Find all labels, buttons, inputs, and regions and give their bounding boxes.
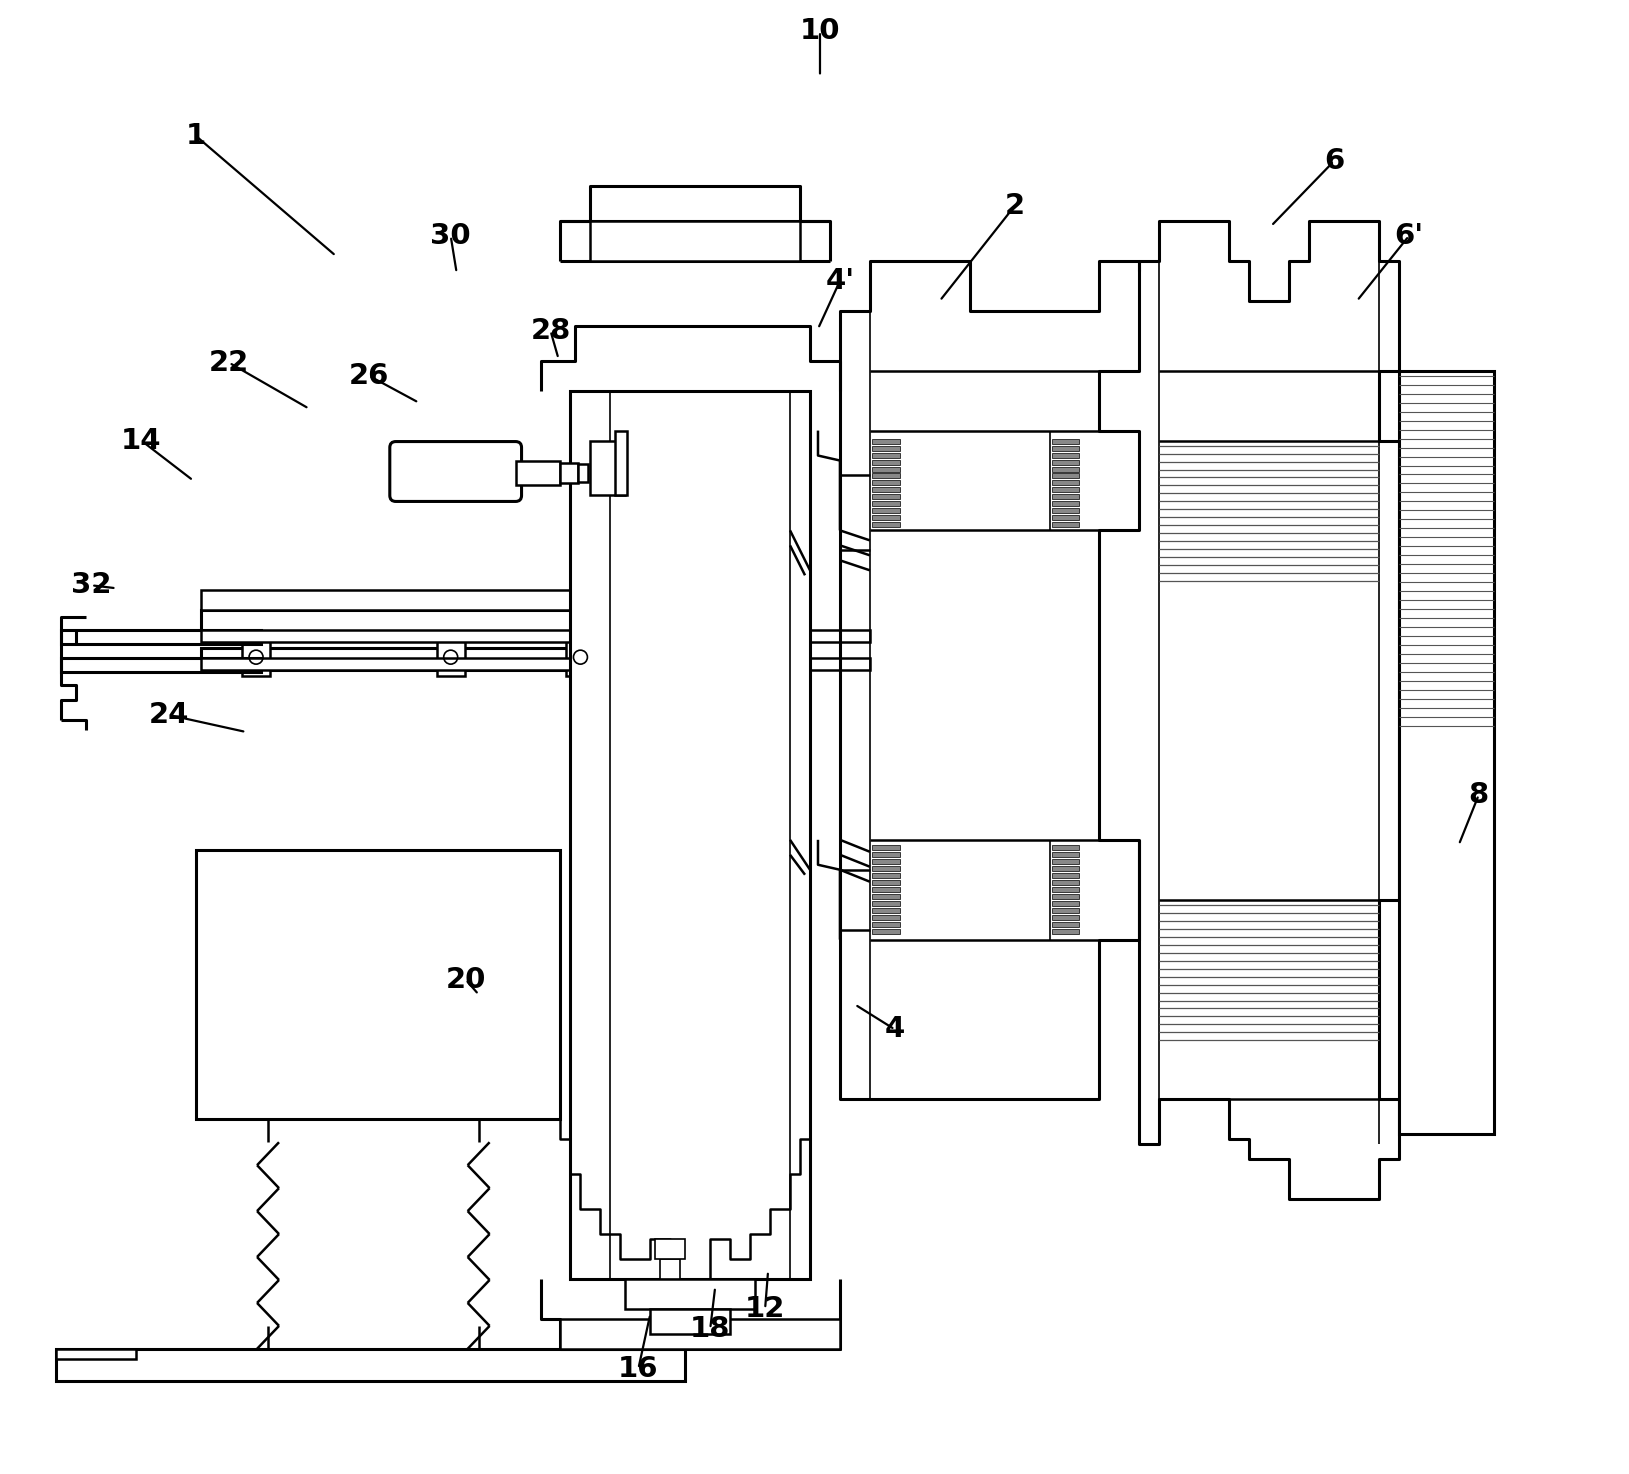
Bar xyxy=(1052,852,1080,856)
Bar xyxy=(872,466,899,472)
Bar xyxy=(57,1349,137,1359)
Bar xyxy=(872,494,899,500)
Bar xyxy=(1052,887,1080,892)
Bar xyxy=(1052,873,1080,877)
Bar xyxy=(1052,494,1080,500)
Bar xyxy=(195,850,560,1119)
Bar xyxy=(872,501,899,507)
Bar xyxy=(1052,460,1080,464)
FancyBboxPatch shape xyxy=(389,442,521,501)
Bar xyxy=(560,463,578,483)
Bar xyxy=(655,1240,686,1259)
Bar xyxy=(1052,439,1080,444)
Bar xyxy=(243,638,270,677)
Bar xyxy=(872,522,899,528)
Text: 6: 6 xyxy=(1324,147,1344,175)
Bar xyxy=(1052,929,1080,933)
Text: 10: 10 xyxy=(800,18,841,46)
Bar xyxy=(872,929,899,933)
Text: 24: 24 xyxy=(148,702,189,730)
Bar xyxy=(200,610,660,632)
Bar xyxy=(872,488,899,492)
Bar xyxy=(872,915,899,920)
Bar xyxy=(872,873,899,877)
Bar xyxy=(1052,845,1080,850)
Bar xyxy=(62,631,261,644)
Text: 4': 4' xyxy=(826,267,855,295)
Bar xyxy=(1052,488,1080,492)
Bar xyxy=(872,509,899,513)
Bar xyxy=(1052,509,1080,513)
Text: 18: 18 xyxy=(691,1315,730,1343)
Bar xyxy=(872,481,899,485)
Bar xyxy=(626,1279,756,1309)
Bar xyxy=(1052,445,1080,451)
Bar xyxy=(1052,921,1080,927)
Bar xyxy=(872,887,899,892)
Text: 1: 1 xyxy=(186,122,207,150)
Bar xyxy=(1052,516,1080,520)
Bar xyxy=(1052,915,1080,920)
Bar xyxy=(200,649,660,671)
Bar xyxy=(872,921,899,927)
Bar xyxy=(200,659,870,671)
Bar xyxy=(590,441,626,495)
Bar xyxy=(1052,466,1080,472)
Bar xyxy=(567,638,595,677)
Bar xyxy=(872,901,899,905)
Text: 2: 2 xyxy=(1005,192,1025,220)
Bar xyxy=(872,859,899,864)
Bar xyxy=(616,430,627,495)
Bar xyxy=(872,460,899,464)
Bar xyxy=(1052,522,1080,528)
Bar xyxy=(872,473,899,479)
Bar xyxy=(872,880,899,884)
Bar xyxy=(650,1309,730,1334)
Bar xyxy=(1052,473,1080,479)
Text: 4: 4 xyxy=(885,1016,906,1044)
Bar xyxy=(560,1319,841,1349)
Text: 20: 20 xyxy=(445,965,485,993)
Bar xyxy=(872,445,899,451)
Text: 22: 22 xyxy=(209,349,249,377)
Bar xyxy=(1052,453,1080,457)
Bar xyxy=(1399,370,1494,1135)
Bar xyxy=(872,439,899,444)
Text: 16: 16 xyxy=(617,1355,658,1383)
Bar xyxy=(872,893,899,899)
Bar xyxy=(590,221,800,261)
Text: 30: 30 xyxy=(430,223,471,251)
Bar xyxy=(872,852,899,856)
Text: 14: 14 xyxy=(121,426,161,454)
Bar xyxy=(1052,859,1080,864)
Text: 32: 32 xyxy=(72,572,112,600)
Bar xyxy=(660,1259,681,1279)
Bar xyxy=(872,908,899,912)
Bar xyxy=(570,391,810,1279)
Bar xyxy=(200,590,660,610)
Bar xyxy=(57,1349,686,1381)
Bar xyxy=(1052,501,1080,507)
Text: 12: 12 xyxy=(744,1296,785,1324)
Text: 6': 6' xyxy=(1394,223,1424,251)
Bar xyxy=(578,463,588,482)
Bar xyxy=(872,865,899,871)
Bar xyxy=(200,631,870,643)
Bar xyxy=(1052,865,1080,871)
Bar xyxy=(872,453,899,457)
Bar xyxy=(1052,893,1080,899)
Bar xyxy=(62,659,261,672)
Text: 26: 26 xyxy=(349,361,389,389)
Bar xyxy=(1052,481,1080,485)
Bar xyxy=(437,638,464,677)
Bar xyxy=(1052,901,1080,905)
Bar xyxy=(1052,880,1080,884)
Text: 8: 8 xyxy=(1469,781,1489,809)
Bar xyxy=(872,845,899,850)
Text: 28: 28 xyxy=(531,317,570,345)
Bar xyxy=(872,516,899,520)
Bar xyxy=(1052,908,1080,912)
Bar xyxy=(515,460,560,485)
